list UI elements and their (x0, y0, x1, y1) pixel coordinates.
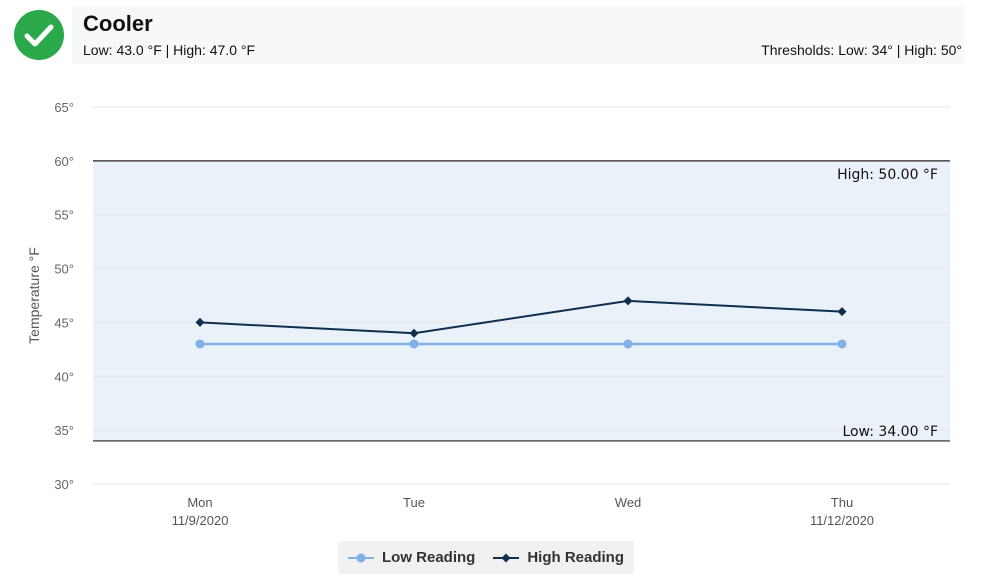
y-tick-label: 50° (54, 262, 74, 277)
threshold-band (93, 160, 950, 441)
high-reading-point (409, 328, 419, 338)
y-tick-label: 55° (54, 208, 74, 223)
x-tick-date-label: 11/9/2020 (172, 513, 229, 528)
page-title: Cooler (83, 11, 153, 36)
y-tick-label: 30° (54, 477, 74, 492)
y-tick-label: 45° (54, 315, 74, 330)
y-tick-label: 60° (54, 154, 74, 169)
check-icon (14, 10, 64, 60)
y-axis-title: Temperature °F (26, 247, 42, 344)
y-tick-label: 40° (54, 369, 74, 384)
temperature-chart: 30° 35° 40° 45° 50° 55° 60° 65° Low: 34.00 °F Hig… (26, 100, 950, 528)
x-tick-label: Thu (831, 495, 853, 510)
legend-label: Low Reading (382, 549, 476, 566)
circle-marker-icon (348, 553, 374, 562)
high-reading-point (837, 307, 847, 317)
x-tick-label: Wed (615, 495, 642, 510)
legend-item-low-reading[interactable]: Low Reading (348, 549, 475, 566)
legend-label: High Reading (527, 549, 625, 566)
y-tick-label: 65° (54, 100, 74, 115)
legend-item-high-reading[interactable]: High Reading (493, 549, 624, 566)
low-reading-point (195, 339, 205, 349)
threshold-annotation: High: 50.00 °F (837, 167, 938, 183)
high-reading-line (199, 299, 843, 335)
x-tick-label: Mon (187, 495, 212, 510)
status-check-icon (13, 9, 65, 61)
low-reading-point (409, 339, 419, 349)
high-reading-point (195, 317, 205, 327)
x-tick-date-label: 11/12/2020 (810, 513, 874, 528)
y-tick-label: 35° (54, 423, 74, 438)
chart-legend: Low Reading High Reading (338, 541, 635, 574)
high-reading-point (623, 296, 633, 306)
thresholds-summary: Thresholds: Low: 34° | High: 50° (761, 42, 962, 58)
header-band (72, 6, 964, 64)
threshold-label: Low: 34.00 °F (842, 424, 938, 440)
diamond-marker-icon (493, 553, 520, 562)
low-reading-point (837, 339, 847, 349)
low-reading-point (623, 339, 633, 349)
reading-summary: Low: 43.0 °F | High: 47.0 °F (83, 42, 256, 58)
x-tick-label: Tue (403, 495, 425, 510)
